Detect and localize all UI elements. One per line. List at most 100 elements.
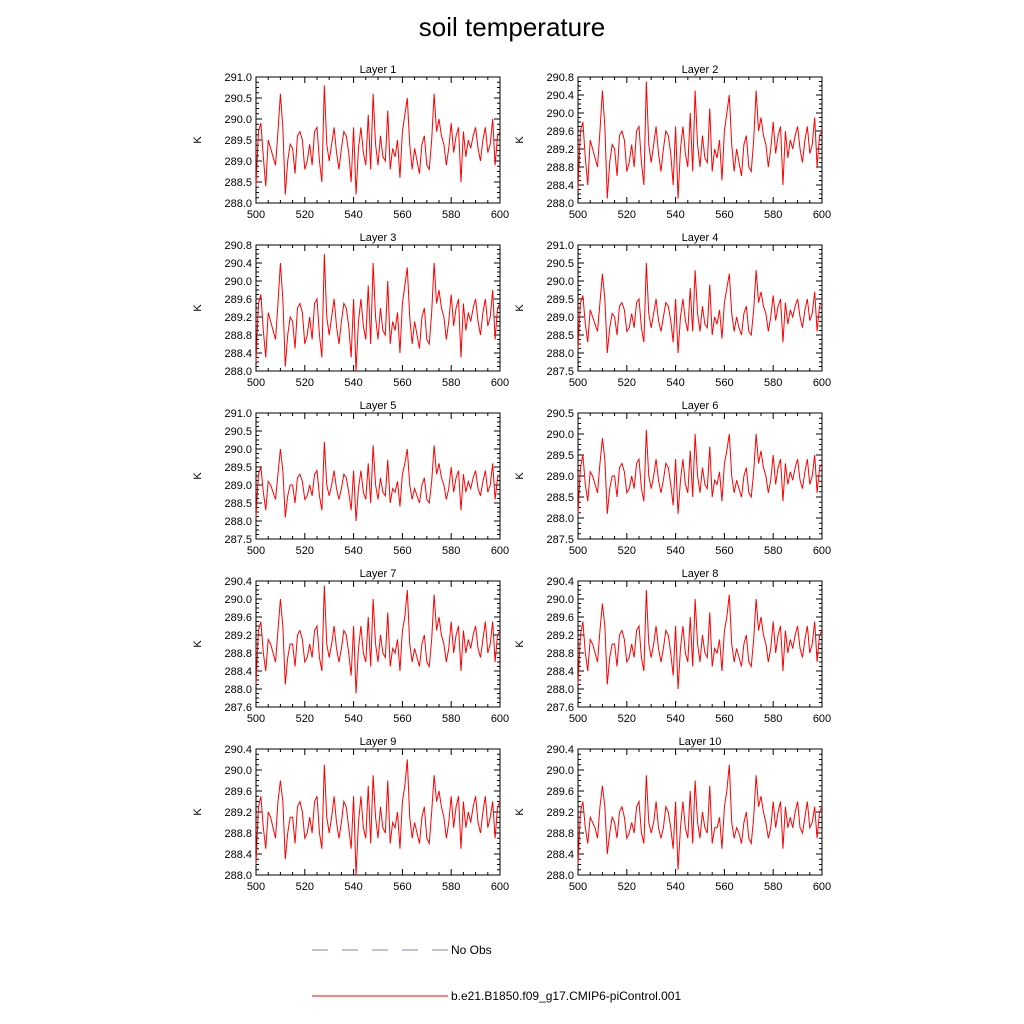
y-tick-label: 288.4 [546,180,574,192]
y-tick-label: 290.0 [546,429,574,441]
y-tick-label: 290.4 [224,576,252,588]
y-tick-label: 288.5 [546,330,574,342]
y-tick-label: 290.5 [546,408,574,420]
y-tick-label: 289.6 [224,294,252,306]
series-line [255,85,501,195]
x-tick-label: 500 [569,881,587,893]
y-axis-label: K [514,808,526,816]
x-tick-label: 560 [393,713,411,725]
y-tick-label: 288.0 [546,513,574,525]
plot-frame [255,748,501,876]
series-line [255,253,501,372]
y-tick-label: 287.6 [546,702,574,714]
x-tick-label: 520 [618,713,636,725]
y-tick-label: 289.5 [224,462,252,474]
y-tick-label: 290.0 [546,108,574,120]
y-tick-label: 287.5 [546,534,574,546]
x-tick-label: 500 [247,377,265,389]
y-tick-label: 288.0 [224,516,252,528]
y-tick-label: 289.2 [546,630,574,642]
series-line [577,262,823,354]
y-tick-label: 288.0 [546,198,574,210]
x-tick-label: 560 [715,209,733,221]
panel-layer-10: Layer 10 K 500 520 540 560 580 600 288.0 288.4 288… [514,736,831,893]
panel-layer-7: Layer 7 K 500 520 540 560 580 600 287.6 288.0 288.… [192,568,509,725]
x-tick-label: 540 [344,377,362,389]
x-tick-label: 540 [666,713,684,725]
panel-title: Layer 7 [360,568,397,580]
y-tick-label: 291.0 [224,72,252,84]
y-tick-label: 288.5 [224,177,252,189]
y-axis-label: K [192,808,204,816]
y-tick-label: 287.6 [224,702,252,714]
x-tick-label: 500 [569,545,587,557]
x-tick-label: 560 [715,713,733,725]
y-tick-label: 288.8 [546,648,574,660]
panel-title: Layer 2 [682,64,719,76]
y-axis-label: K [192,136,204,144]
y-axis-label: K [514,136,526,144]
x-tick-label: 520 [618,881,636,893]
x-tick-label: 560 [715,545,733,557]
y-axis-label: K [514,472,526,480]
y-axis-label: K [192,304,204,312]
panel-layer-6: Layer 6 K 500 520 540 560 580 600 287.5 288.0 288.… [514,400,831,557]
y-tick-label: 290.5 [546,258,574,270]
y-tick-label: 289.5 [546,450,574,462]
x-tick-label: 560 [393,209,411,221]
y-tick-label: 288.4 [546,849,574,861]
y-tick-label: 288.8 [546,828,574,840]
panel-title: Layer 3 [360,232,397,244]
y-axis-label: K [514,640,526,648]
y-tick-label: 290.0 [224,444,252,456]
y-tick-label: 288.5 [224,498,252,510]
series-line [255,441,501,522]
series-line [255,759,501,876]
y-tick-label: 290.0 [224,765,252,777]
y-tick-label: 288.0 [224,366,252,378]
x-tick-label: 520 [618,209,636,221]
x-tick-label: 580 [764,209,782,221]
x-tick-label: 580 [764,377,782,389]
panel-layer-9: Layer 9 K 500 520 540 560 580 600 288.0 288.4 288.… [192,736,509,893]
panel-title: Layer 1 [360,64,397,76]
y-tick-label: 288.0 [224,684,252,696]
y-tick-label: 289.6 [546,786,574,798]
y-tick-label: 290.8 [224,240,252,252]
y-axis-label: K [192,472,204,480]
y-tick-label: 291.0 [546,240,574,252]
x-tick-label: 520 [296,377,314,389]
x-tick-label: 540 [344,545,362,557]
y-tick-label: 288.0 [224,870,252,882]
x-tick-label: 540 [344,713,362,725]
x-tick-label: 560 [393,881,411,893]
x-tick-label: 520 [296,713,314,725]
x-tick-label: 540 [666,209,684,221]
x-tick-label: 600 [491,209,509,221]
x-tick-label: 580 [764,713,782,725]
series-line [577,81,823,199]
y-tick-label: 289.2 [546,144,574,156]
y-tick-label: 288.0 [224,198,252,210]
y-tick-label: 290.0 [546,765,574,777]
series-line [577,764,823,870]
y-axis-label: K [514,304,526,312]
panel-layer-2: Layer 2 K 500 520 540 560 580 600 288.0 288.4 288.… [514,64,831,221]
x-tick-label: 540 [666,545,684,557]
legend: No Obs b.e21.B1850.f09_g17.CMIP6-piContro… [312,943,681,1003]
y-tick-label: 289.0 [546,312,574,324]
y-tick-label: 290.4 [546,90,574,102]
y-tick-label: 290.0 [224,276,252,288]
panel-title: Layer 10 [679,736,722,748]
y-tick-label: 290.0 [224,114,252,126]
y-tick-label: 289.6 [546,612,574,624]
x-tick-label: 540 [344,209,362,221]
y-tick-label: 289.2 [224,807,252,819]
y-tick-label: 290.5 [224,426,252,438]
panel-layer-3: Layer 3 K 500 520 540 560 580 600 288.0 288.4 288.… [192,232,509,389]
x-tick-label: 580 [764,881,782,893]
x-tick-label: 520 [296,545,314,557]
panel-title: Layer 9 [360,736,397,748]
x-tick-label: 540 [666,881,684,893]
